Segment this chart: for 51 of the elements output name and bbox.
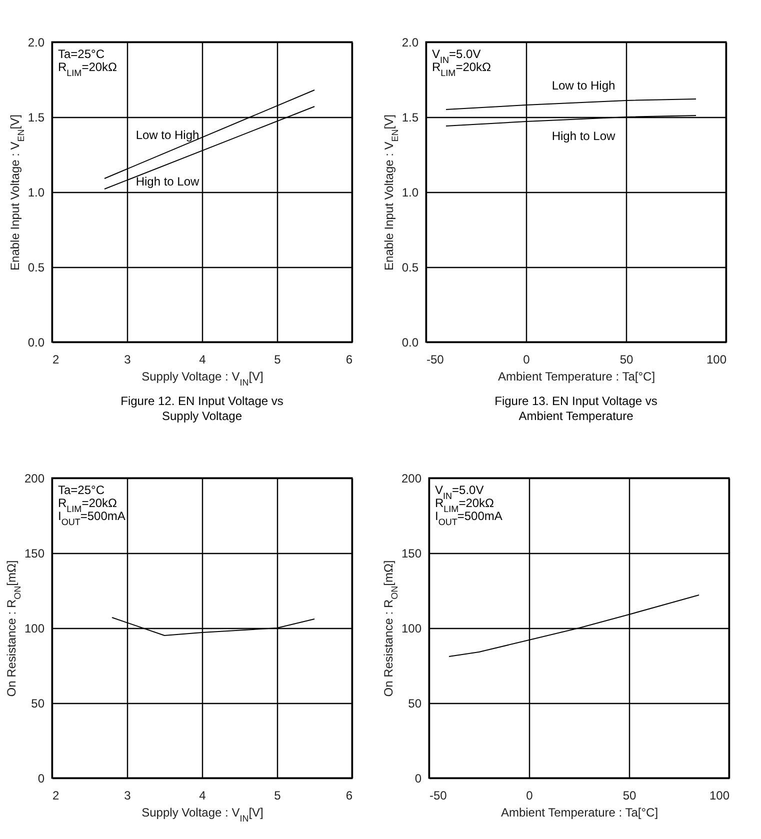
y-tick-label: 200 (401, 472, 422, 486)
y-tick-label: 1.5 (28, 110, 45, 124)
x-axis-title: Ambient Temperature : Ta[°C] (498, 370, 656, 384)
x-tick-label: -50 (426, 352, 444, 366)
x-tick-label: 3 (124, 788, 132, 802)
x-tick-label: 2 (52, 788, 60, 802)
y-tick-label: 2.0 (28, 36, 45, 50)
x-axis-title: Supply Voltage : V$_{IN}$[V] (142, 370, 264, 388)
annotation: Ta=25°C (58, 483, 105, 497)
text: Figure 13. EN Input Voltage vs Ambient Temperature (494, 394, 658, 423)
x-tick-label: 4 (199, 352, 206, 366)
annotation: Ta=25°C (58, 47, 105, 61)
y-tick-label: 200 (24, 472, 45, 486)
y-tick-label: 2.0 (402, 36, 419, 50)
x-tick-label: -50 (430, 788, 448, 802)
x-tick-label: 100 (706, 352, 727, 366)
y-tick-label: 0.0 (28, 336, 45, 350)
y-tick-label: 50 (31, 696, 45, 710)
y-tick-label: 50 (408, 696, 422, 710)
annotation: R$_{LIM}$=20kΩ (58, 60, 118, 78)
x-tick-label: 6 (346, 352, 353, 366)
y-tick-label: 150 (24, 546, 45, 560)
y-tick-label: 1.5 (402, 110, 419, 124)
y-tick-label: 0 (414, 772, 422, 786)
y-tick-label: 0.5 (28, 260, 45, 274)
text: Figure 12. EN Input Voltage vs Supply Voltage (120, 394, 284, 423)
x-tick-label: 6 (346, 788, 353, 802)
series-label: High to Low (552, 128, 616, 143)
y-tick-label: 0.0 (402, 336, 419, 350)
y-tick-label: 0.5 (402, 260, 419, 274)
y-tick-label: 1.0 (28, 186, 45, 200)
x-tick-label: 4 (199, 788, 206, 802)
x-tick-label: 0 (526, 788, 534, 802)
x-tick-label: 3 (124, 352, 132, 366)
series-label: Low to High (552, 78, 616, 92)
x-tick-label: 2 (52, 352, 60, 366)
y-tick-label: 0 (38, 772, 45, 786)
y-tick-label: 150 (401, 546, 422, 560)
y-tick-label: 1.0 (402, 186, 419, 200)
x-tick-label: 5 (274, 788, 282, 802)
x-tick-label: 100 (709, 788, 730, 802)
x-tick-label: 50 (622, 788, 636, 802)
x-axis-title: Ambient Temperature : Ta[°C] (500, 806, 658, 820)
x-tick-label: 5 (274, 352, 282, 366)
series-label: High to Low (136, 174, 200, 188)
series-label: Low to High (136, 128, 200, 142)
x-tick-label: 50 (620, 352, 634, 366)
y-tick-label: 100 (24, 622, 45, 636)
y-tick-label: 100 (401, 622, 422, 636)
x-axis-title: Supply Voltage : V$_{IN}$[V] (142, 806, 264, 824)
x-tick-label: 0 (523, 352, 530, 366)
